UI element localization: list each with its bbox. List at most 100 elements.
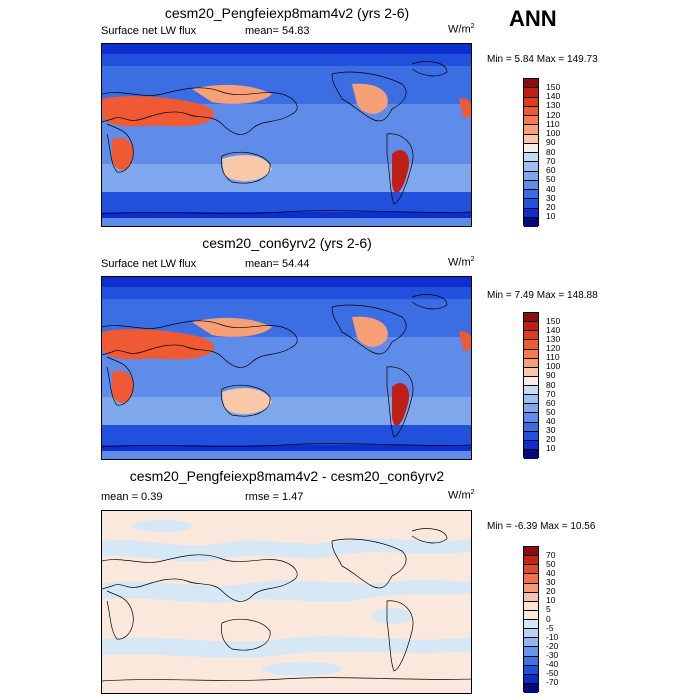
colorbar-swatch [524, 647, 538, 657]
colorbar-tick-label: 100 [546, 128, 561, 138]
colorbar-tick-label: 120 [546, 343, 561, 353]
eurasia-coast [102, 320, 298, 368]
antarctica-fill [102, 218, 471, 226]
colorbar-tick-label: 40 [546, 183, 556, 194]
colorbar-swatch [524, 79, 538, 89]
colorbar-swatch [524, 656, 538, 666]
southern-band [102, 164, 471, 192]
colorbar-tick-label: 90 [546, 137, 556, 148]
andes-hot [392, 383, 410, 426]
southern-ocean-band [102, 425, 471, 445]
australia-warm [222, 388, 272, 414]
panel3-colorbar [523, 546, 539, 693]
colorbar-swatch [524, 143, 538, 153]
colorbar-swatch [524, 610, 538, 620]
colorbar-tick-label: 10 [546, 211, 556, 222]
australia-warm [222, 155, 272, 181]
colorbar-tick-label: 50 [546, 174, 556, 185]
panel1-colorbar [523, 78, 539, 227]
colorbar-tick-label: 140 [546, 324, 561, 335]
africa-coast [106, 356, 134, 406]
africa-coast [106, 590, 134, 640]
colorbar-swatch [524, 217, 538, 227]
panel1-map [101, 43, 472, 227]
colorbar-tick-label: 70 [546, 388, 556, 399]
sahara-wrap-hot [459, 98, 471, 119]
greenland-coast [411, 294, 448, 310]
colorbar-swatch [524, 592, 538, 602]
neg-patch-south [262, 662, 342, 676]
neg-patch-arctic [132, 520, 192, 532]
panel2-mean-label: mean= 54.44 [245, 258, 310, 270]
north-america-coast [331, 71, 407, 122]
panel1-title: cesm20_Pengfeiexp8mam4v2 (yrs 2-6) [164, 5, 410, 21]
southern-band [102, 397, 471, 425]
colorbar-tick-label: 80 [546, 146, 556, 157]
colorbar-swatch [524, 674, 538, 684]
panel2-map [101, 276, 472, 460]
australia-coast [220, 618, 271, 651]
colorbar-tick-label: 40 [546, 416, 556, 426]
colorbar-tick-label: 50 [546, 558, 556, 569]
panel1-mean-label: mean= 54.83 [245, 25, 310, 37]
colorbar-swatch [524, 208, 538, 218]
colorbar-swatch [524, 358, 538, 368]
southern-africa-hot [112, 137, 134, 170]
neg-patch-pacific [372, 608, 412, 624]
africa-coast [106, 123, 134, 173]
colorbar-tick-label: 50 [546, 406, 556, 417]
colorbar-tick-label: 100 [546, 361, 561, 372]
colorbar-swatch [524, 565, 538, 575]
panel3-map [101, 510, 472, 694]
neg-band-3 [102, 636, 471, 658]
panel2-title: cesm20_con6yrv2 (yrs 2-6) [202, 235, 372, 251]
panel3-min-max: Min = -6.39 Max = 10.56 [487, 521, 596, 532]
colorbar-tick-label: -50 [546, 668, 559, 679]
south-america-coast [386, 600, 414, 672]
southern-ocean-band [102, 192, 471, 212]
colorbar-swatch [524, 574, 538, 584]
colorbar-swatch [524, 349, 538, 359]
south-america-coast [386, 366, 414, 438]
antarctica-coast [102, 443, 471, 448]
panel1-left-label: Surface net LW flux [101, 25, 197, 37]
panel1-min-max: Min = 5.84 Max = 149.73 [487, 54, 598, 65]
colorbar-swatch [524, 116, 538, 126]
colorbar-tick-label: 150 [546, 81, 561, 92]
colorbar-swatch [524, 313, 538, 323]
neg-band-2 [102, 579, 471, 603]
colorbar-tick-label: -70 [546, 677, 559, 688]
colorbar-swatch [524, 367, 538, 377]
panel2-units: W/m2 [448, 256, 475, 269]
panel3-mean-label: mean = 0.39 [101, 491, 163, 503]
colorbar-swatch [524, 440, 538, 450]
colorbar-swatch [524, 601, 538, 611]
colorbar-swatch [524, 422, 538, 432]
panel3-map-svg [102, 511, 471, 693]
colorbar-swatch [524, 97, 538, 107]
colorbar-swatch [524, 583, 538, 593]
colorbar-tick-label: 20 [546, 434, 556, 445]
colorbar-swatch [524, 153, 538, 163]
colorbar-swatch [524, 683, 538, 693]
colorbar-swatch [524, 629, 538, 639]
north-america-coast [331, 304, 407, 355]
southern-africa-hot [112, 370, 134, 403]
colorbar-tick-label: 10 [546, 595, 556, 606]
colorbar-tick-label: 30 [546, 192, 556, 203]
colorbar-tick-label: 20 [546, 586, 556, 597]
sahara-wrap-hot [459, 331, 471, 352]
north-america-warm [352, 316, 388, 347]
colorbar-tick-label: -30 [546, 650, 559, 660]
australia-coast [220, 151, 271, 184]
greenland-coast [411, 61, 448, 77]
australia-coast [220, 384, 271, 417]
colorbar-swatch [524, 620, 538, 630]
panel3-rmse-label: rmse = 1.47 [245, 491, 304, 503]
neg-band-1 [102, 538, 471, 562]
colorbar-swatch [524, 125, 538, 135]
colorbar-swatch [524, 331, 538, 341]
season-label: ANN [509, 6, 557, 31]
colorbar-tick-label: 10 [546, 443, 556, 454]
colorbar-swatch [524, 340, 538, 350]
